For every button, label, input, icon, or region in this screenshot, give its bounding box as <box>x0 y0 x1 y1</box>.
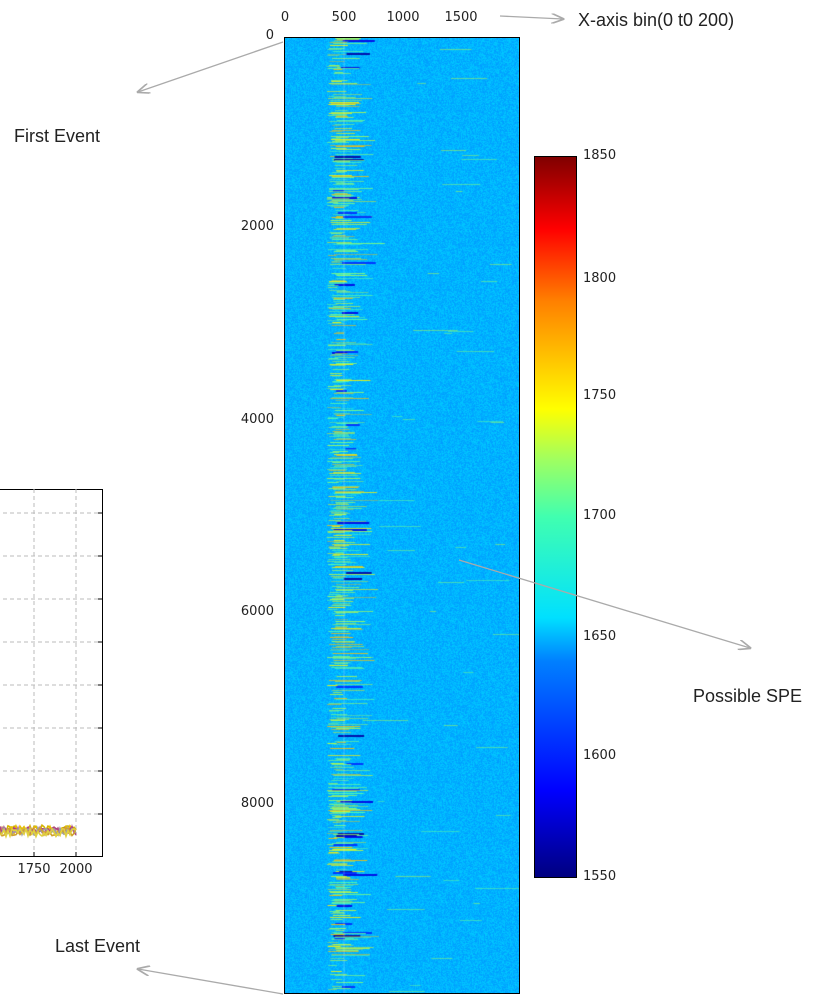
colorbar-tick-1850: 1850 <box>583 148 617 163</box>
y-tick-0: 0 <box>265 28 274 43</box>
x-tick-0: 0 <box>280 10 290 25</box>
colorbar-tick-1750: 1750 <box>583 388 617 403</box>
inset-x-tick-2000: 2000 <box>59 862 93 877</box>
inset-trace <box>0 823 77 835</box>
colorbar-tick-1700: 1700 <box>583 508 617 523</box>
last-event-arrow <box>138 969 284 995</box>
colorbar-tick-1650: 1650 <box>583 629 617 644</box>
y-tick-2000: 2000 <box>240 219 274 234</box>
first-event-arrow <box>138 41 284 92</box>
y-tick-8000: 8000 <box>240 796 274 811</box>
possible-spe-arrow <box>458 559 750 648</box>
colorbar-tick-1550: 1550 <box>583 869 617 884</box>
inset-trace <box>0 826 77 839</box>
x-tick-500: 500 <box>331 10 357 25</box>
inset-x-tick-1750: 1750 <box>17 862 51 877</box>
x-tick-1000: 1000 <box>386 10 420 25</box>
possible-spe-label: Possible SPE <box>693 686 803 706</box>
last-event-label: Last Event <box>55 936 141 956</box>
colorbar-tick-1600: 1600 <box>583 748 617 763</box>
x-tick-1500: 1500 <box>444 10 478 25</box>
heatmap-axes <box>284 37 520 994</box>
heatmap-image <box>285 38 519 993</box>
first-event-label: First Event <box>14 126 101 146</box>
colorbar <box>534 156 577 878</box>
y-tick-4000: 4000 <box>240 412 274 427</box>
y-tick-6000: 6000 <box>240 604 274 619</box>
colorbar-tick-1800: 1800 <box>583 271 617 286</box>
xaxis-note-arrow <box>499 16 563 19</box>
inset-line-chart <box>0 489 103 857</box>
xaxis-note-label: X-axis bin(0 t0 200) <box>578 10 735 30</box>
